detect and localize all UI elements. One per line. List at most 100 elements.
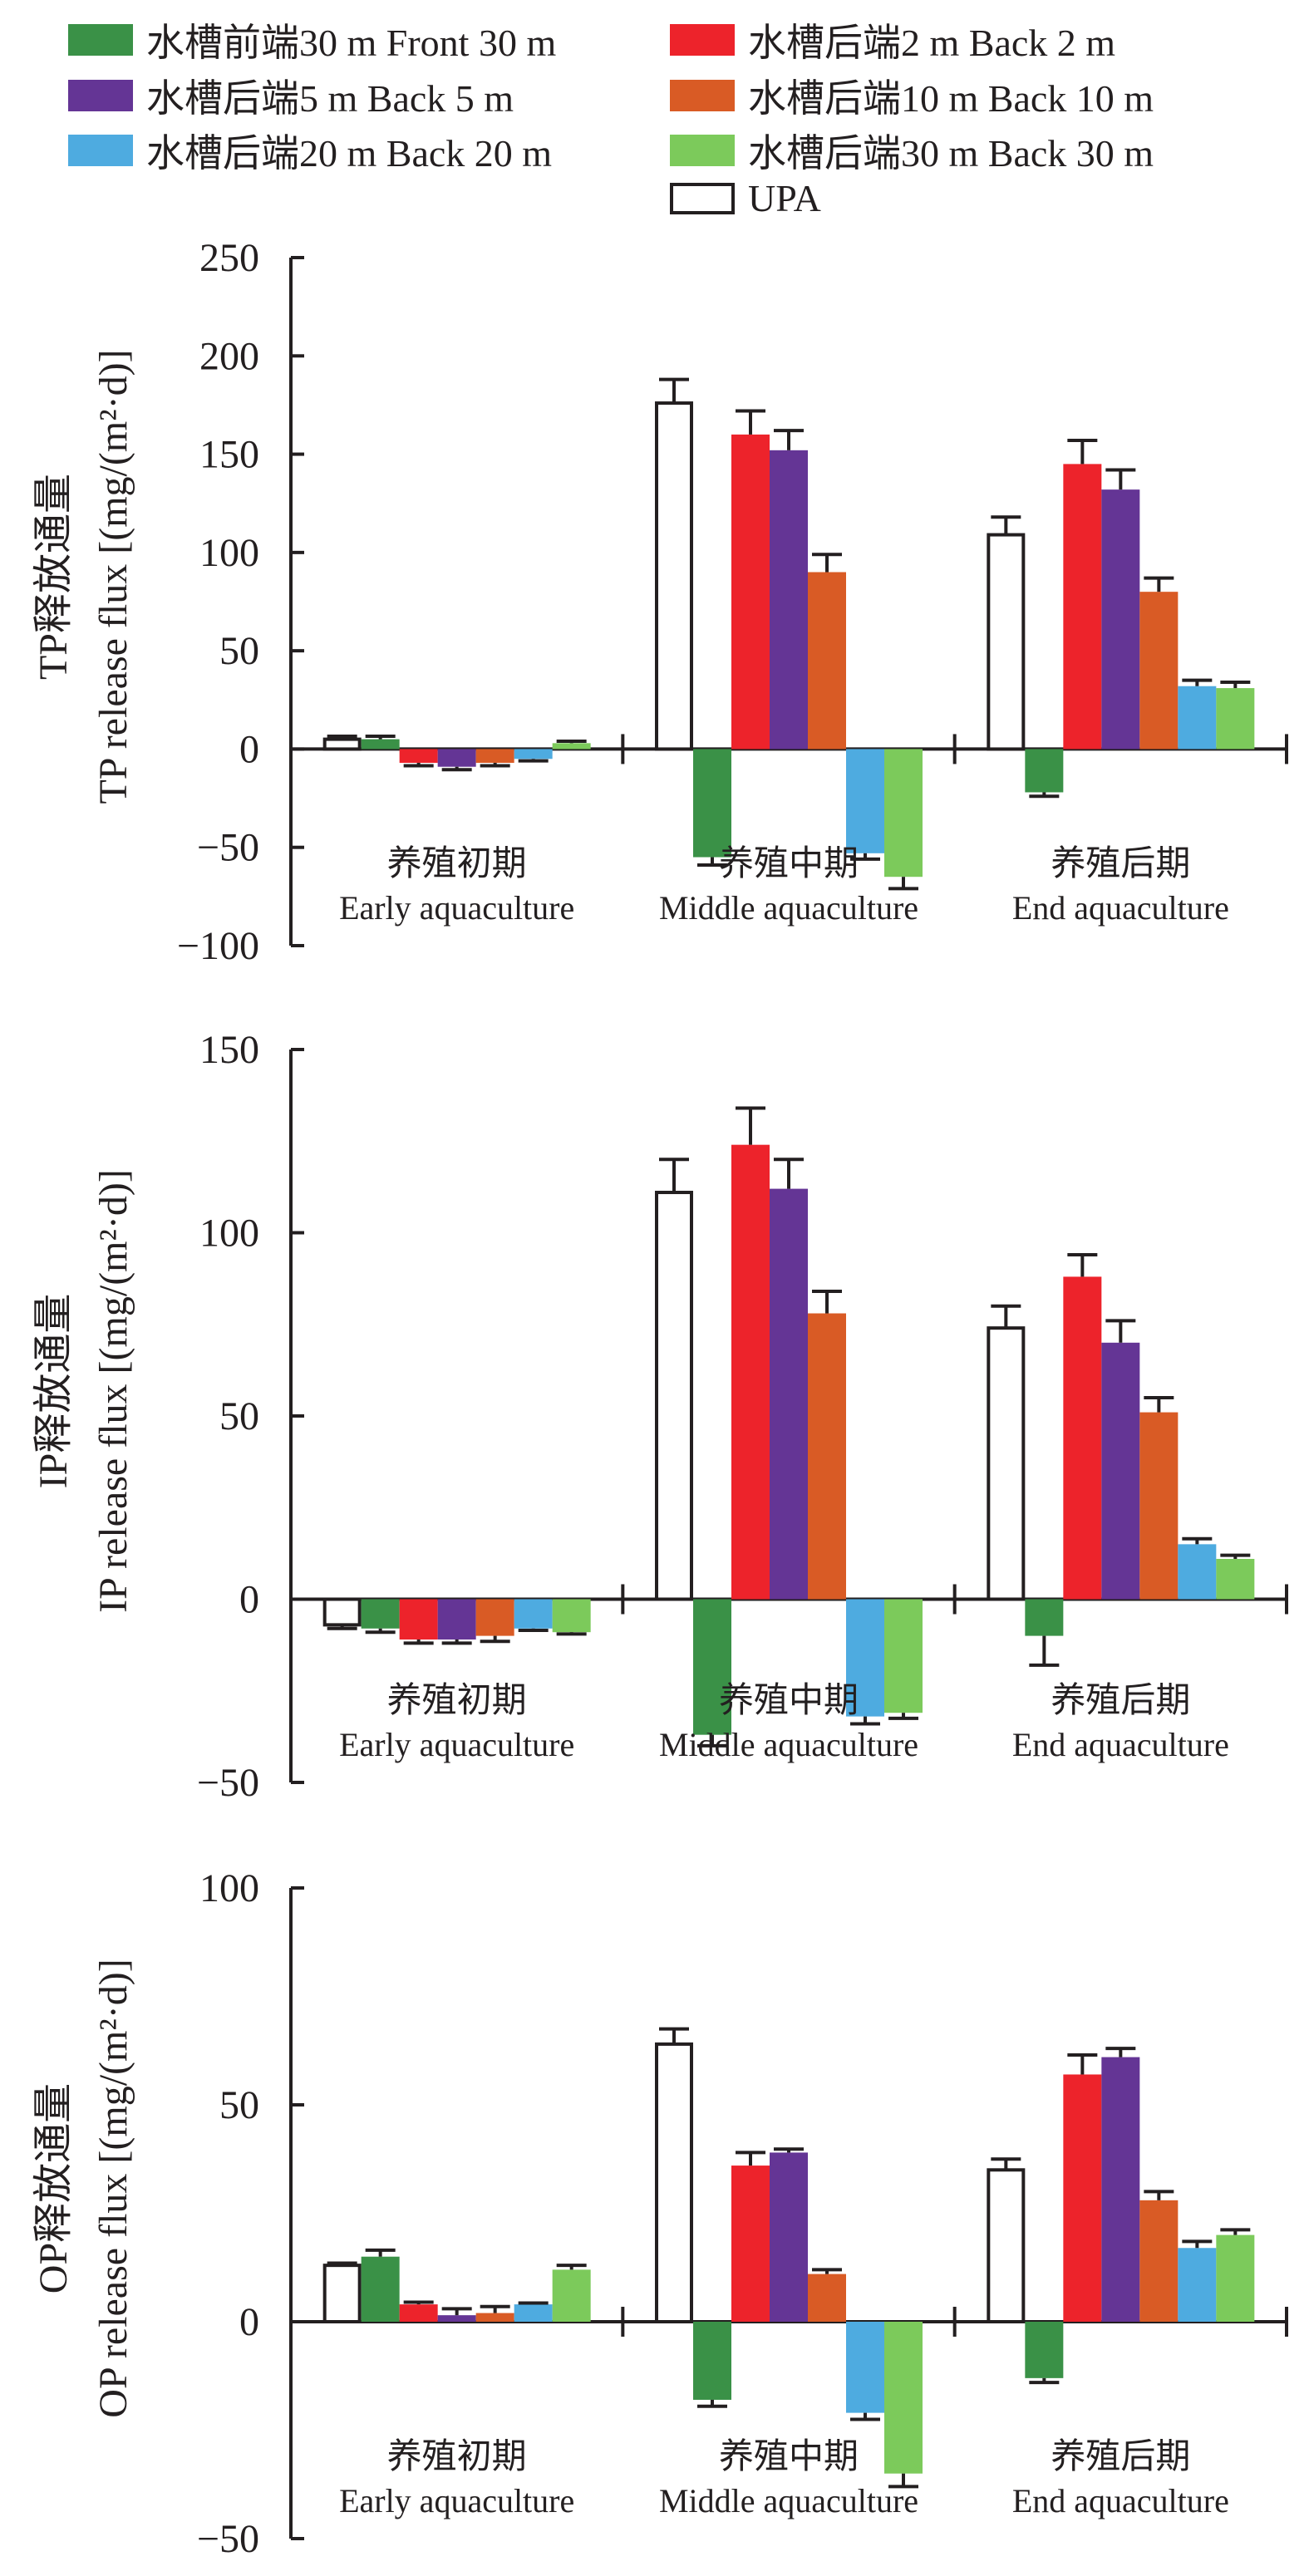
y-tick-label: −50 xyxy=(197,826,259,870)
y-tick-label: −100 xyxy=(177,924,259,968)
bar-back-2-m xyxy=(1063,464,1102,750)
legend-swatch xyxy=(68,79,133,111)
bar-back-5-m xyxy=(770,450,808,750)
bar-back-2-m xyxy=(731,434,770,750)
bar-back-30-m xyxy=(884,2322,923,2474)
y-tick-label: 150 xyxy=(199,433,259,477)
x-category-label-cn: 养殖后期 xyxy=(1051,844,1190,883)
y-axis-label-en: OP release flux [(mg/(m²·d)] xyxy=(91,1959,135,2417)
bar-front-30-m xyxy=(1025,749,1064,793)
bar-back-20-m xyxy=(1178,2248,1217,2322)
legend-item: UPA xyxy=(670,176,821,220)
legend-item: 水槽后端2 m Back 2 m xyxy=(670,12,1115,67)
legend-label: 水槽后端10 m Back 10 m xyxy=(748,76,1154,120)
bar-back-30-m xyxy=(1216,1558,1255,1600)
legend-label: 水槽后端20 m Back 20 m xyxy=(146,132,553,175)
legend-item: 水槽后端5 m Back 5 m xyxy=(68,68,514,123)
y-tick-label: −50 xyxy=(197,2517,259,2561)
x-category-label-cn: 养殖后期 xyxy=(1051,1681,1190,1720)
bar-back-10-m xyxy=(808,2274,846,2322)
y-tick-label: 50 xyxy=(219,629,259,673)
bar-back-5-m xyxy=(1101,1342,1140,1600)
bar-back-5-m xyxy=(770,1188,808,1600)
bar-back-20-m xyxy=(514,2304,553,2322)
bar-front-30-m xyxy=(1025,2322,1064,2378)
x-category-label-en: Middle aquaculture xyxy=(659,1726,918,1763)
bar-back-30-m xyxy=(1216,2234,1255,2322)
bar-back-2-m xyxy=(399,749,438,763)
bar-back-20-m xyxy=(514,749,553,760)
op-chart: −50 0 50 100 OP释放通量 OP release flux [(mg/(m²·… xyxy=(32,1866,1288,2561)
legend-item: 水槽后端30 m Back 30 m xyxy=(670,123,1154,178)
legend: 水槽前端30 m Front 30 m 水槽后端2 m Back 2 m 水槽后端5… xyxy=(0,0,1309,266)
y-tick-label: 0 xyxy=(239,1578,259,1622)
y-tick-label: 150 xyxy=(199,1028,259,1072)
y-tick-label: −50 xyxy=(197,1761,259,1805)
y-tick-label: 100 xyxy=(199,1866,259,1910)
bar-back-2-m xyxy=(1063,2074,1102,2322)
bar-front-30-m xyxy=(693,2322,731,2400)
legend-label: 水槽后端2 m Back 2 m xyxy=(748,22,1116,64)
bar-back-20-m xyxy=(846,1599,884,1717)
tp-chart: −100 −50 0 50 100 150 200 250 TP释放通量 TP release f… xyxy=(32,236,1288,968)
y-tick-label: 250 xyxy=(199,236,259,280)
legend-swatch xyxy=(68,135,133,166)
bar-front-30-m xyxy=(693,1599,731,1735)
bar-upa xyxy=(987,533,1026,751)
y-tick-label: 50 xyxy=(219,1394,259,1438)
legend-swatch xyxy=(68,24,133,56)
bar-back-2-m xyxy=(1063,1276,1102,1600)
bar-upa xyxy=(322,1597,362,1627)
bar-back-20-m xyxy=(846,2322,884,2413)
legend-item: 水槽前端30 m Front 30 m xyxy=(68,12,556,67)
legend-label: UPA xyxy=(748,177,821,219)
x-category-label-en: End aquaculture xyxy=(1012,1726,1229,1763)
x-category-label-cn: 养殖初期 xyxy=(387,1681,527,1720)
y-axis-label-cn: IP释放通量 xyxy=(32,1294,76,1489)
bar-back-5-m xyxy=(437,1599,476,1640)
x-category-label-cn: 养殖中期 xyxy=(719,2437,859,2476)
y-axis-label-cn: OP释放通量 xyxy=(32,2083,76,2293)
y-axis-label-cn: TP释放通量 xyxy=(32,474,76,680)
bar-front-30-m xyxy=(1025,1599,1064,1636)
bar-back-5-m xyxy=(437,2315,476,2322)
legend-label: 水槽前端30 m Front 30 m xyxy=(146,22,557,64)
x-category-label-cn: 养殖初期 xyxy=(387,2437,527,2476)
bar-back-5-m xyxy=(770,2152,808,2322)
ip-chart: −50 0 50 100 150 IP释放通量 IP release flux [(mg/(… xyxy=(32,1028,1288,1805)
bar-front-30-m xyxy=(361,2256,400,2322)
bar-back-20-m xyxy=(846,749,884,853)
x-category-label-cn: 养殖中期 xyxy=(719,844,859,883)
bar-back-10-m xyxy=(808,572,846,750)
bar-upa xyxy=(655,2042,693,2323)
bar-back-30-m xyxy=(884,1599,923,1713)
y-tick-label: 200 xyxy=(199,334,259,378)
bar-front-30-m xyxy=(361,1599,400,1629)
bar-back-30-m xyxy=(552,2269,591,2322)
y-axis-label-en: IP release flux [(mg/(m²·d)] xyxy=(91,1169,135,1613)
bar-upa xyxy=(322,737,362,751)
bar-upa xyxy=(655,401,693,751)
legend-item: 水槽后端10 m Back 10 m xyxy=(670,68,1154,123)
bar-upa xyxy=(987,2168,1026,2323)
bar-back-30-m xyxy=(552,1599,591,1633)
bar-back-10-m xyxy=(475,2313,514,2322)
bar-back-5-m xyxy=(1101,2057,1140,2322)
y-tick-label: 0 xyxy=(239,2300,259,2344)
bar-back-2-m xyxy=(731,2166,770,2322)
y-tick-label: 50 xyxy=(219,2083,259,2127)
bar-upa xyxy=(322,2264,362,2324)
bar-back-5-m xyxy=(1101,489,1140,750)
y-tick-label: 0 xyxy=(239,727,259,771)
bar-back-2-m xyxy=(731,1144,770,1600)
bar-back-5-m xyxy=(437,749,476,767)
x-category-label-en: Middle aquaculture xyxy=(659,889,918,927)
bar-back-20-m xyxy=(1178,686,1217,750)
bar-back-30-m xyxy=(884,749,923,878)
bar-front-30-m xyxy=(693,749,731,858)
bar-upa xyxy=(987,1326,1026,1601)
bar-upa xyxy=(655,1190,693,1601)
bar-back-10-m xyxy=(1139,592,1179,750)
legend-swatch xyxy=(670,79,735,111)
bar-back-30-m xyxy=(552,743,591,750)
